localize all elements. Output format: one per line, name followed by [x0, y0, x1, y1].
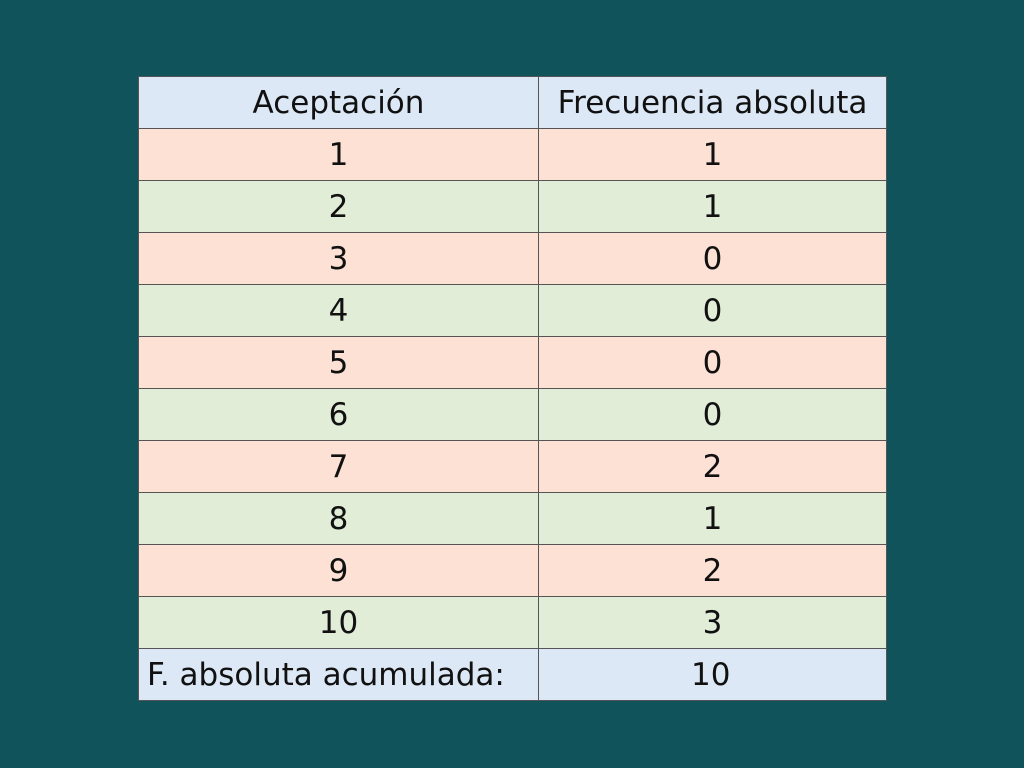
table-row: 10 3 [138, 596, 887, 649]
cell-frecuencia: 1 [538, 492, 887, 545]
frequency-table-container: Aceptación Frecuencia absoluta 1 1 2 1 3… [138, 76, 887, 701]
cell-aceptacion: 10 [138, 596, 539, 649]
cell-frecuencia: 1 [538, 180, 887, 233]
cell-frecuencia: 0 [538, 284, 887, 337]
table-row: 2 1 [138, 180, 887, 233]
cell-aceptacion: 5 [138, 336, 539, 389]
cell-frecuencia: 3 [538, 596, 887, 649]
cell-aceptacion: 9 [138, 544, 539, 597]
table-row: 5 0 [138, 336, 887, 389]
table-header-row: Aceptación Frecuencia absoluta [138, 76, 887, 129]
cell-aceptacion: 1 [138, 128, 539, 181]
table-row: 6 0 [138, 388, 887, 441]
cell-aceptacion: 8 [138, 492, 539, 545]
cell-aceptacion: 4 [138, 284, 539, 337]
cell-frecuencia: 0 [538, 336, 887, 389]
table-row: 1 1 [138, 128, 887, 181]
cell-frecuencia: 1 [538, 128, 887, 181]
column-header-aceptacion: Aceptación [138, 76, 539, 129]
table-total-row: F. absoluta acumulada: 10 [138, 648, 887, 701]
cell-frecuencia: 0 [538, 388, 887, 441]
cell-frecuencia: 2 [538, 440, 887, 493]
cell-frecuencia: 2 [538, 544, 887, 597]
total-value: 10 [538, 648, 887, 701]
column-header-frecuencia-absoluta: Frecuencia absoluta [538, 76, 887, 129]
cell-aceptacion: 2 [138, 180, 539, 233]
table-row: 8 1 [138, 492, 887, 545]
table-row: 7 2 [138, 440, 887, 493]
frequency-table: Aceptación Frecuencia absoluta 1 1 2 1 3… [138, 76, 887, 701]
cell-aceptacion: 3 [138, 232, 539, 285]
cell-frecuencia: 0 [538, 232, 887, 285]
table-row: 9 2 [138, 544, 887, 597]
cell-aceptacion: 6 [138, 388, 539, 441]
table-row: 3 0 [138, 232, 887, 285]
table-row: 4 0 [138, 284, 887, 337]
total-label: F. absoluta acumulada: [138, 648, 539, 701]
cell-aceptacion: 7 [138, 440, 539, 493]
